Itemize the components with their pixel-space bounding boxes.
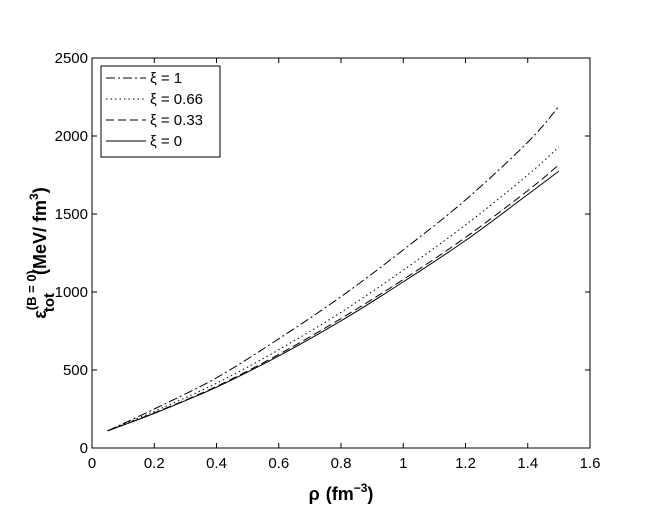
x-tick-label: 0.6 [268,455,289,472]
y-axis-superscript: (B = 0) [24,270,39,310]
y-axis-unit: (MeV/ fm [30,200,50,275]
x-tick-label: 0.4 [206,455,227,472]
y-axis-symbol: ε [30,310,50,319]
y-tick-label: 500 [63,362,88,379]
legend-label-3: ξ = 0 [150,133,182,150]
x-tick-label: 0.8 [331,455,352,472]
x-tick-label: 1 [399,455,407,472]
y-tick-label: 2500 [55,50,88,67]
legend-box [100,65,221,158]
series-line-3 [107,170,560,432]
x-tick-label: 0 [88,455,96,472]
y-axis-subscript: tot [41,293,58,312]
legend-label-0: ξ = 1 [150,70,182,87]
y-axis-unit-close: ) [30,187,50,193]
legend-label-2: ξ = 0.33 [150,112,203,129]
y-tick-label: 2000 [55,128,88,145]
x-tick-label: 0.2 [144,455,165,472]
x-axis-symbol: ρ [309,484,320,504]
series-line-2 [107,164,560,432]
y-axis-label: ε(B = 0) tot (MeV/ fm3) [24,187,58,319]
y-axis-unit-exponent: 3 [27,193,41,200]
x-axis-unit-close: ) [367,484,373,504]
x-axis-label: ρ (fm−3) [309,481,374,504]
legend: ξ = 1 ξ = 0.66 ξ = 0.33 ξ = 0 [100,65,221,158]
legend-items: ξ = 1 ξ = 0.66 ξ = 0.33 ξ = 0 [106,70,203,150]
tick-labels: 0 0.2 0.4 0.6 0.8 1 1.2 1.4 1.6 0 500 1000 1500 2000 2… [55,50,601,472]
x-axis-unit: (fm [326,484,354,504]
x-axis-unit-exponent: −3 [354,481,368,495]
y-tick-label: 1000 [55,284,88,301]
x-tick-label: 1.2 [455,455,476,472]
x-tick-label: 1.4 [517,455,538,472]
y-tick-label: 0 [80,440,88,457]
x-tick-label: 1.6 [580,455,601,472]
series-layer [107,106,560,432]
y-tick-label: 1500 [55,206,88,223]
svg-text:ε(B = 0)tot(MeV/ fm3): ε(B = 0) tot (MeV/ fm3) [24,187,58,319]
series-line-1 [107,146,560,432]
legend-label-1: ξ = 0.66 [150,91,203,108]
axes-layer [91,57,591,449]
series-line-0 [107,106,560,432]
